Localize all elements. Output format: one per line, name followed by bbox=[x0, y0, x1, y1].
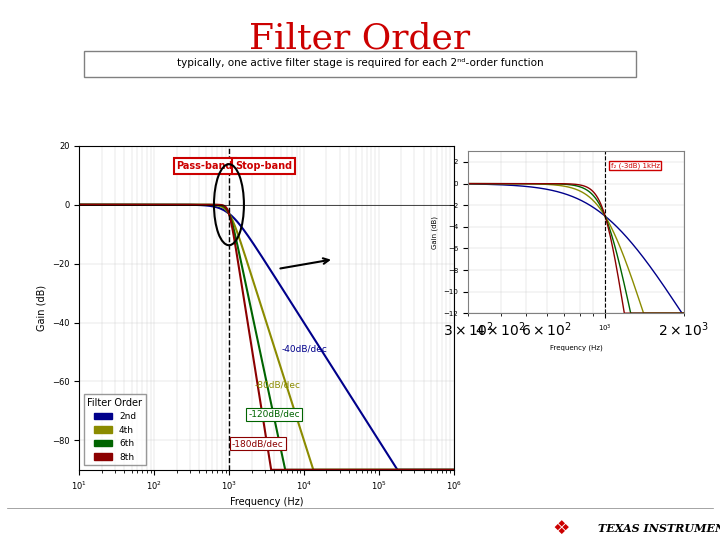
2nd bbox=[393, 467, 402, 473]
Line: 6th: 6th bbox=[79, 205, 454, 470]
4th bbox=[247, 272, 256, 279]
6th bbox=[438, 467, 447, 473]
6th bbox=[370, 467, 379, 473]
8th bbox=[438, 467, 447, 473]
4th bbox=[370, 467, 379, 473]
Text: Stop-band: Stop-band bbox=[235, 161, 292, 171]
X-axis label: Frequency (Hz): Frequency (Hz) bbox=[549, 345, 603, 352]
8th bbox=[247, 342, 256, 349]
Text: -120dB/dec: -120dB/dec bbox=[248, 410, 300, 419]
Text: f₂ (-3dB) 1kHz: f₂ (-3dB) 1kHz bbox=[611, 163, 660, 169]
4th bbox=[94, 201, 103, 208]
Text: -180dB/dec: -180dB/dec bbox=[232, 439, 284, 448]
Text: Filter Order: Filter Order bbox=[249, 22, 471, 56]
Y-axis label: Gain (dB): Gain (dB) bbox=[431, 215, 438, 249]
Text: ❖: ❖ bbox=[553, 519, 570, 538]
Text: TEXAS INSTRUMENTS: TEXAS INSTRUMENTS bbox=[598, 523, 720, 534]
Y-axis label: Gain (dB): Gain (dB) bbox=[36, 285, 46, 331]
Line: 4th: 4th bbox=[79, 205, 454, 470]
2nd bbox=[438, 467, 447, 473]
2nd bbox=[75, 201, 84, 208]
8th bbox=[257, 404, 266, 411]
6th bbox=[247, 307, 256, 314]
6th bbox=[281, 467, 289, 473]
6th bbox=[438, 467, 447, 473]
6th bbox=[449, 467, 458, 473]
2nd bbox=[247, 238, 256, 244]
Line: 2nd: 2nd bbox=[79, 205, 454, 470]
2nd bbox=[438, 467, 447, 473]
4th bbox=[309, 467, 318, 473]
6th bbox=[94, 201, 103, 208]
2nd bbox=[369, 430, 378, 436]
4th bbox=[438, 467, 447, 473]
8th bbox=[370, 467, 379, 473]
X-axis label: Frequency (Hz): Frequency (Hz) bbox=[230, 497, 303, 508]
8th bbox=[94, 201, 103, 208]
4th bbox=[438, 467, 447, 473]
Line: 8th: 8th bbox=[79, 205, 454, 470]
Text: -80dB/dec: -80dB/dec bbox=[255, 380, 301, 389]
8th bbox=[449, 467, 458, 473]
Text: Pass-band: Pass-band bbox=[176, 161, 233, 171]
4th bbox=[449, 467, 458, 473]
8th bbox=[438, 467, 447, 473]
FancyBboxPatch shape bbox=[84, 51, 636, 77]
Legend: 2nd, 4th, 6th, 8th: 2nd, 4th, 6th, 8th bbox=[84, 394, 146, 465]
4th bbox=[257, 303, 266, 309]
2nd bbox=[257, 253, 266, 259]
Text: gain vs. frequency behavior for different low-pass filter orders: gain vs. frequency behavior for differen… bbox=[91, 56, 629, 71]
6th bbox=[257, 354, 266, 360]
2nd bbox=[94, 201, 103, 208]
Text: typically, one active filter stage is required for each 2ⁿᵈ-order function: typically, one active filter stage is re… bbox=[176, 58, 544, 69]
8th bbox=[267, 467, 276, 473]
4th bbox=[75, 201, 84, 208]
8th bbox=[75, 201, 84, 208]
6th bbox=[75, 201, 84, 208]
2nd bbox=[449, 467, 458, 473]
Text: -40dB/dec: -40dB/dec bbox=[282, 345, 327, 354]
